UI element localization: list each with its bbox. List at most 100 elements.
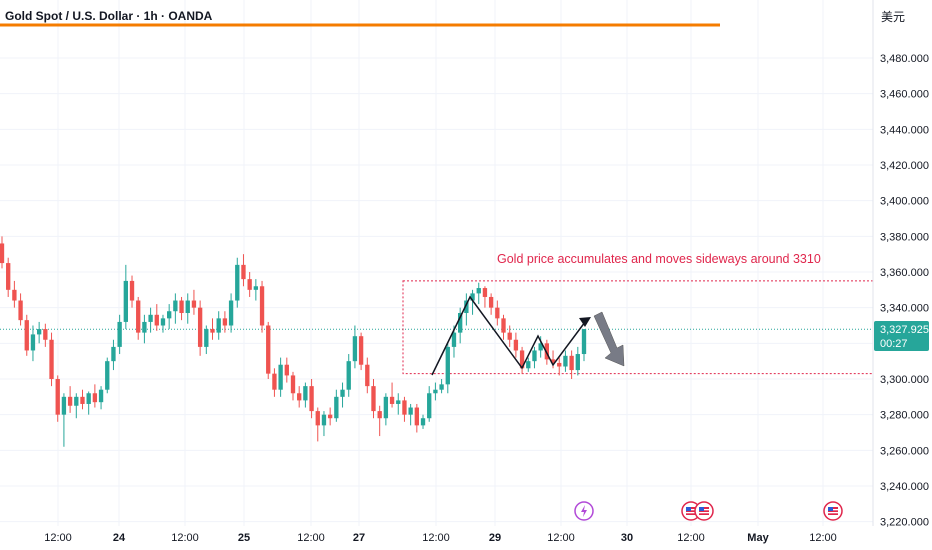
candle-body (396, 400, 401, 404)
us-flag-icon[interactable] (823, 501, 843, 521)
candle (204, 325, 209, 355)
candle (61, 393, 67, 447)
candle (427, 386, 432, 422)
candle-body (538, 343, 543, 351)
candle (488, 293, 494, 315)
candle-body (501, 318, 506, 333)
candle-body (334, 396, 339, 419)
candle-body (160, 318, 166, 326)
zigzag-trend-line[interactable] (431, 295, 589, 376)
candle (98, 386, 104, 410)
x-tick-label: 12:00 (809, 532, 837, 544)
annotation-text: Gold price accumulates and moves sideway… (497, 252, 821, 266)
candle (117, 314, 122, 355)
candle (24, 314, 29, 356)
y-tick-label: 3,300.000 (880, 374, 929, 386)
candle-body (111, 346, 116, 362)
candle (123, 264, 128, 330)
candle-body (284, 364, 289, 376)
candle-body (67, 396, 73, 406)
candle-body (377, 411, 382, 419)
candle-body (427, 393, 432, 419)
y-tick-label: 3,220.000 (880, 517, 929, 529)
candle-body (228, 300, 234, 326)
candle-body (513, 339, 519, 351)
candle-body (24, 320, 29, 351)
candle-body (36, 329, 42, 335)
candle (247, 271, 252, 297)
forecast-down-arrow[interactable] (593, 311, 625, 367)
candle (12, 280, 17, 308)
candle-body (0, 243, 5, 264)
arrow-up-head (579, 317, 591, 327)
x-tick-label: 12:00 (677, 532, 705, 544)
time-axis[interactable]: 12:00 24 12:00 25 12:00 27 12:00 29 12:00 30 12:00… (44, 532, 837, 544)
candle-body (526, 361, 531, 369)
x-tick-label: 12:00 (44, 532, 72, 544)
candle (315, 407, 320, 442)
candle (563, 350, 568, 372)
candle-body (241, 264, 246, 280)
us-flag-icon[interactable] (694, 501, 714, 521)
candle-body (352, 336, 358, 362)
candle (321, 411, 327, 437)
candle-body (123, 280, 128, 322)
candle-body (6, 263, 11, 290)
candle (167, 304, 172, 330)
candle (80, 389, 85, 410)
candle-body (414, 407, 419, 426)
y-tick-label: 3,460.000 (880, 89, 929, 101)
candle (334, 389, 339, 422)
candle-body (371, 386, 376, 412)
candle (43, 323, 48, 347)
lightning-icon[interactable] (574, 501, 594, 521)
candle (129, 275, 135, 308)
candlestick-series (0, 236, 587, 447)
candle-body (18, 300, 23, 321)
candle (154, 304, 159, 331)
candle (371, 378, 376, 419)
candle-body (470, 293, 475, 301)
candle (67, 386, 73, 413)
candle (272, 368, 277, 397)
candle (507, 325, 512, 347)
candle (303, 382, 308, 408)
candle-body (105, 361, 110, 390)
candle-body (439, 384, 444, 390)
candle (241, 254, 246, 287)
candle-body (49, 339, 54, 379)
candle (377, 405, 382, 437)
x-tick-label: 12:00 (422, 532, 450, 544)
x-tick-label: 24 (113, 532, 126, 544)
candle-body (142, 321, 147, 333)
candle (346, 354, 351, 397)
pattern-drawing[interactable] (431, 295, 625, 376)
price-axis[interactable]: 3,220.000 3,240.000 3,260.000 3,280.000 3,30… (880, 53, 929, 529)
candle-body (259, 286, 265, 326)
candle-body (575, 354, 580, 371)
currency-button[interactable]: 美元 (881, 9, 906, 24)
event-markers[interactable] (574, 501, 843, 521)
candle-body (327, 414, 333, 419)
grid-lines (0, 0, 873, 526)
candle-body (98, 389, 104, 403)
x-tick-label: 25 (238, 532, 250, 544)
candle-body (309, 386, 314, 412)
candle-body (488, 296, 494, 308)
candle-body (278, 364, 283, 390)
candle-body (346, 361, 351, 390)
candle (6, 257, 11, 297)
candle (197, 300, 203, 356)
candle (111, 339, 116, 371)
candle-body (464, 300, 469, 314)
candle (216, 311, 221, 340)
price-tag (874, 321, 929, 351)
candle (284, 357, 289, 383)
candle-body (303, 386, 308, 401)
candle (396, 393, 401, 415)
candle (86, 391, 91, 415)
candle (482, 286, 488, 308)
candle-body (408, 407, 413, 415)
candle (136, 296, 141, 340)
candle-body (557, 362, 562, 367)
